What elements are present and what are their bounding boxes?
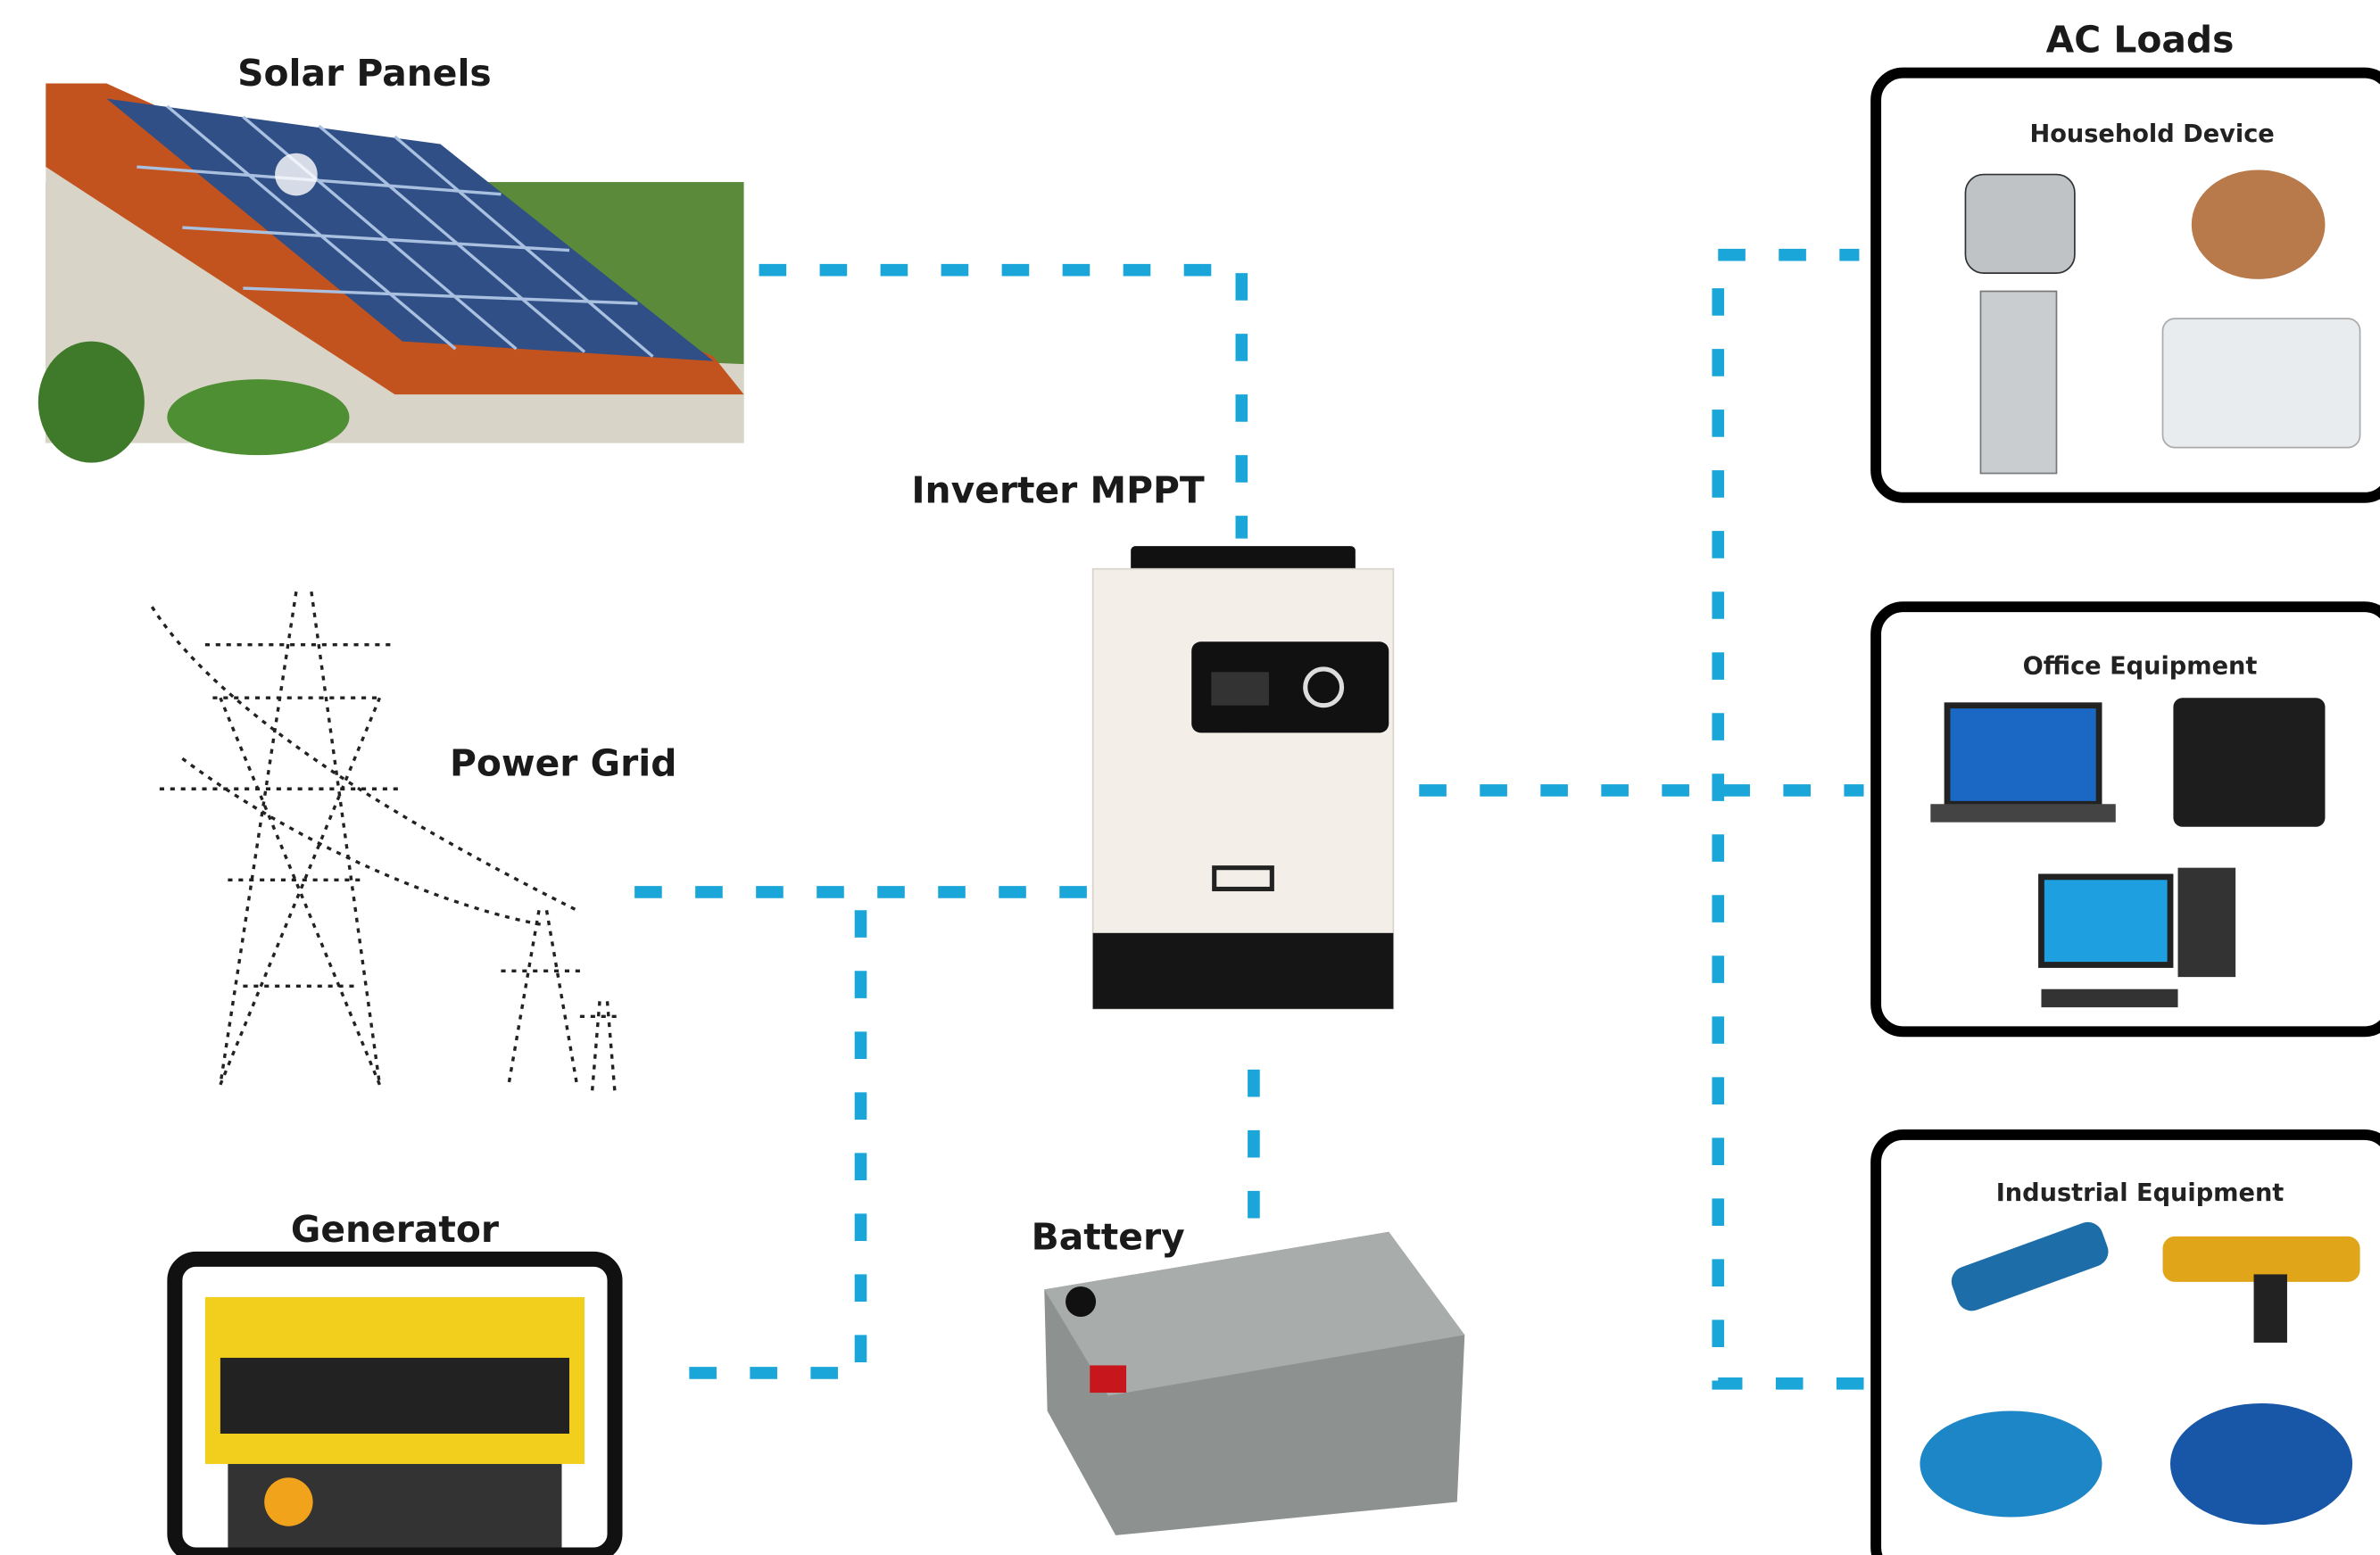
drill-handle [2254, 1274, 2287, 1343]
solar-house [38, 84, 744, 463]
sun-glare [275, 153, 318, 196]
terminal-positive [1090, 1365, 1126, 1393]
printer [2173, 698, 2325, 827]
monitor [2041, 877, 2170, 965]
screen [1211, 672, 1269, 705]
pressure-cooker [1965, 175, 2074, 274]
rice-cooker [2192, 170, 2326, 278]
power-tower [152, 591, 622, 1092]
node-label: Inverter MPPT [911, 469, 1204, 512]
tower-frame [160, 591, 402, 1085]
node-label: Power Grid [450, 742, 676, 785]
generator-link [656, 910, 861, 1373]
group-label: Household Device [2029, 120, 2274, 148]
loads-title: AC Loads [2046, 19, 2235, 62]
battery [1044, 1232, 1464, 1535]
pc-tower [2178, 868, 2236, 977]
generator [175, 1259, 615, 1555]
control-panel [220, 1358, 569, 1434]
small-towers [501, 910, 622, 1092]
load-bus [1718, 288, 1863, 1384]
inverter [1093, 546, 1394, 1009]
laptop-screen [1947, 706, 2099, 805]
air-compressor [1920, 1410, 2102, 1517]
bush [167, 379, 349, 455]
group-label: Industrial Equipment [1996, 1179, 2285, 1207]
node-label: Solar Panels [237, 52, 492, 95]
node-label: Battery [1032, 1215, 1185, 1258]
terminal-negative [1066, 1286, 1096, 1317]
group-label: Office Equipment [2023, 653, 2258, 681]
pull-start [264, 1477, 312, 1526]
keyboard [2041, 989, 2177, 1007]
air-conditioner [2163, 318, 2360, 448]
fridge [1980, 291, 2056, 473]
electric-motor [2170, 1403, 2352, 1525]
laptop-base [1930, 804, 2115, 822]
diagram: Solar Panels Power Grid Generator Batter… [0, 0, 2380, 1555]
tree [38, 342, 145, 463]
node-label: Generator [291, 1208, 499, 1251]
page: Solar Panels Power Grid Generator Batter… [0, 0, 2380, 1555]
inverter-base [1093, 933, 1394, 1009]
